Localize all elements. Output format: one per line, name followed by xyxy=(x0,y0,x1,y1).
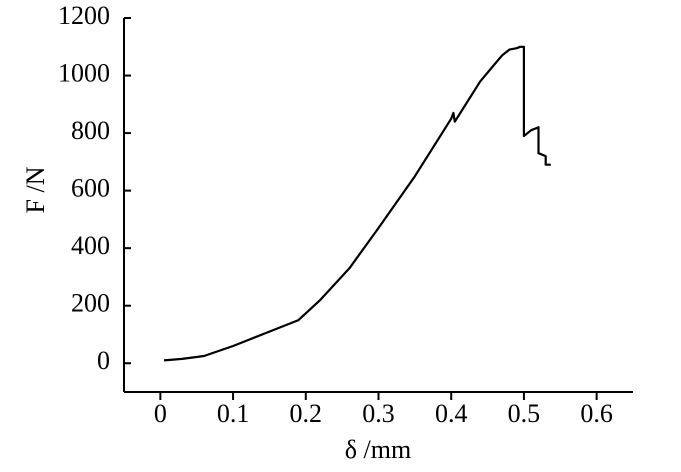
x-tick-label: 0.5 xyxy=(508,399,541,428)
x-tick-label: 0.2 xyxy=(290,399,323,428)
data-line xyxy=(163,45,551,362)
y-tick-label: 800 xyxy=(71,116,110,145)
y-tick-label: 400 xyxy=(71,231,110,260)
y-tick-label: 1000 xyxy=(58,59,110,88)
y-tick-label: 1200 xyxy=(58,1,110,30)
x-tick-label: 0.4 xyxy=(435,399,468,428)
y-tick-label: 0 xyxy=(97,346,110,375)
x-tick-label: 0.1 xyxy=(217,399,250,428)
x-axis-label: δ /mm xyxy=(345,435,411,464)
x-tick-label: 0.6 xyxy=(580,399,613,428)
x-tick-label: 0.3 xyxy=(362,399,395,428)
x-tick-label: 0 xyxy=(154,399,167,428)
y-tick-label: 200 xyxy=(71,289,110,318)
y-axis-label: F /N xyxy=(21,166,50,213)
y-tick-label: 600 xyxy=(71,174,110,203)
